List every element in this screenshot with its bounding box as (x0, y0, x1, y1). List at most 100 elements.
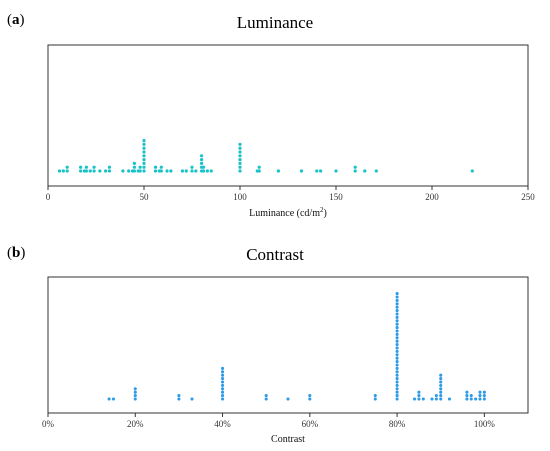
luminance-dot (470, 169, 474, 173)
luminance-dot (238, 146, 242, 150)
contrast-x-axis: 0% 20% 40% 60% 80% 100% (42, 413, 495, 429)
contrast-dots (107, 292, 486, 401)
contrast-dot (264, 394, 268, 398)
luminance-dot (65, 165, 69, 169)
contrast-dot (111, 397, 116, 401)
contrast-dot (133, 387, 137, 391)
contrast-dot (395, 339, 399, 343)
contrast-dot (434, 394, 438, 398)
contrast-dot (439, 394, 443, 398)
luminance-dot (319, 169, 323, 173)
contrast-dot (177, 394, 181, 398)
luminance-dot (132, 165, 136, 169)
contrast-dot (286, 397, 290, 401)
contrast-dot (177, 397, 181, 401)
contrast-dot (421, 397, 425, 401)
contrast-dot (395, 349, 399, 353)
luminance-dot (299, 169, 304, 173)
luminance-dot (165, 169, 169, 173)
contrast-dot (395, 292, 399, 296)
luminance-plot-frame (47, 44, 529, 187)
luminance-dot (142, 142, 146, 146)
luminance-dot (84, 169, 88, 173)
contrast-dot (308, 394, 312, 398)
contrast-dot (395, 370, 399, 374)
luminance-title: Luminance (237, 13, 313, 32)
contrast-dot (220, 377, 225, 381)
contrast-x-tick-label: 60% (302, 419, 319, 429)
contrast-dot (395, 295, 399, 299)
luminance-dot (238, 142, 242, 146)
contrast-dot (220, 387, 225, 391)
contrast-dot (395, 387, 399, 391)
contrast-dot (133, 397, 137, 401)
luminance-dot (138, 165, 142, 169)
contrast-dot (439, 377, 443, 381)
luminance-dot (142, 150, 146, 154)
contrast-dot (478, 390, 482, 394)
contrast-dot (395, 353, 399, 357)
luminance-dot (107, 165, 112, 169)
contrast-dot (264, 397, 268, 401)
luminance-panel: (a) Luminance 0 50 100 150 200 250 Luminance … (7, 12, 535, 219)
luminance-dot (184, 169, 188, 173)
luminance-dot (121, 169, 125, 173)
luminance-dot (200, 158, 204, 162)
contrast-dot (395, 332, 399, 336)
contrast-dot (412, 397, 417, 401)
contrast-dot (395, 366, 399, 370)
contrast-dot (395, 298, 399, 302)
contrast-dot (439, 390, 443, 394)
contrast-dot (395, 394, 399, 398)
contrast-dot (395, 397, 399, 401)
luminance-dot (104, 169, 108, 173)
luminance-x-axis: 0 50 100 150 200 250 (46, 186, 535, 202)
luminance-dot (190, 165, 194, 169)
luminance-dot (142, 154, 146, 158)
contrast-dot (439, 387, 443, 391)
contrast-dot (417, 397, 421, 401)
contrast-x-tick-label: 0% (42, 419, 55, 429)
luminance-dot (334, 169, 338, 173)
luminance-dot (92, 169, 96, 173)
contrast-dot (395, 383, 399, 387)
luminance-dot (79, 165, 83, 169)
contrast-dot (395, 363, 399, 367)
contrast-dot (395, 312, 399, 316)
luminance-dot (142, 146, 146, 150)
contrast-dot (469, 394, 473, 398)
luminance-dot (107, 169, 112, 173)
luminance-dot (127, 169, 131, 173)
luminance-x-axis-label: Luminance (cd/m2) (249, 206, 327, 219)
contrast-dot (395, 326, 399, 330)
contrast-dot (220, 394, 225, 398)
contrast-plot-frame (47, 276, 529, 414)
contrast-dot (395, 360, 399, 364)
luminance-dot (276, 169, 280, 173)
luminance-dot (238, 154, 242, 158)
contrast-dot (439, 373, 443, 377)
contrast-dot (395, 356, 399, 360)
luminance-x-tick-label: 50 (140, 192, 150, 202)
contrast-dot (417, 394, 421, 398)
luminance-x-tick-label: 200 (425, 192, 439, 202)
luminance-dot (238, 161, 242, 165)
contrast-dot (395, 305, 399, 309)
luminance-dot (61, 169, 65, 173)
contrast-dot (395, 319, 399, 323)
contrast-x-tick-label: 100% (474, 419, 496, 429)
luminance-dot (209, 169, 213, 173)
luminance-dot (238, 169, 242, 173)
luminance-dot (238, 158, 242, 162)
contrast-dot (465, 394, 469, 398)
contrast-dot (220, 397, 225, 401)
contrast-dot (465, 390, 469, 394)
luminance-dot (92, 165, 96, 169)
luminance-dot (153, 165, 158, 169)
contrast-dot (439, 380, 443, 384)
contrast-dot (478, 397, 482, 401)
luminance-dot (200, 154, 204, 158)
luminance-dots (57, 139, 474, 173)
contrast-dot (395, 380, 399, 384)
luminance-dot (142, 161, 146, 165)
